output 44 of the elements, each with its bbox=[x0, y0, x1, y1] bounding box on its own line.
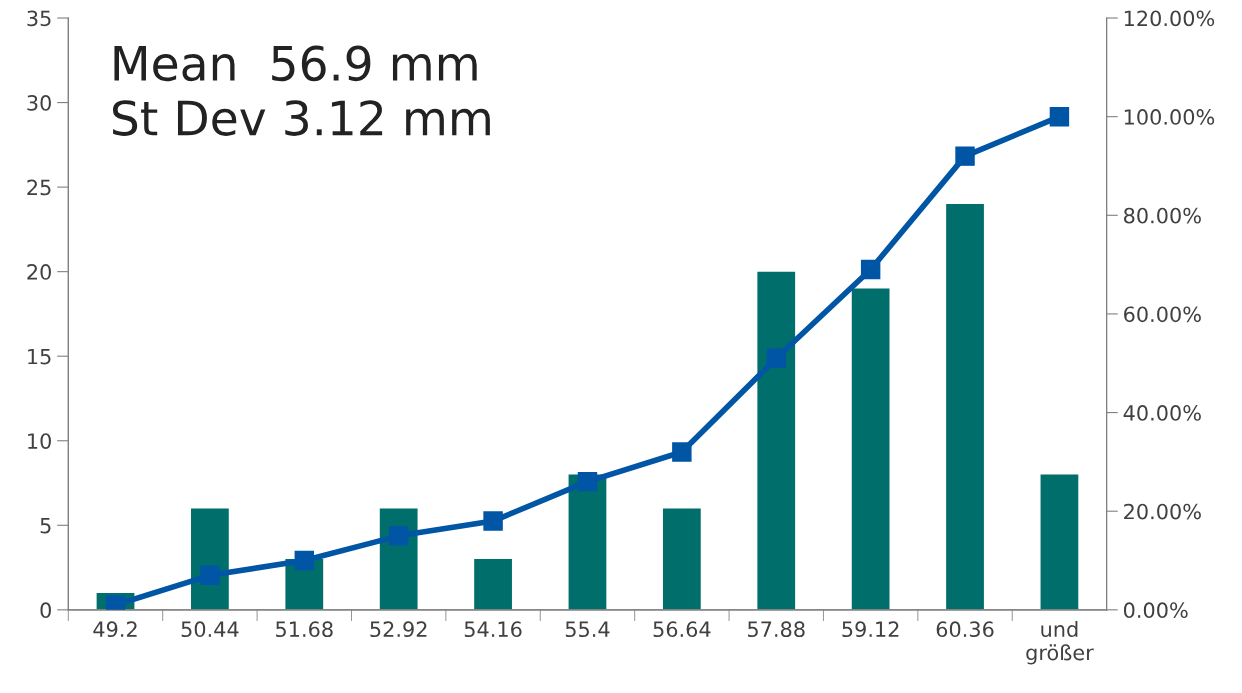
x-tick-label: 51.68 bbox=[276, 621, 333, 638]
annotation: Mean 56.9 mm bbox=[114, 45, 477, 82]
point bbox=[860, 259, 881, 280]
y-tick-label: 30 bbox=[27, 95, 51, 111]
bar bbox=[757, 271, 796, 610]
bar bbox=[662, 508, 701, 610]
x-tick-label: 55.4 bbox=[565, 621, 610, 638]
point bbox=[483, 511, 503, 531]
x-tick-label: 49.2 bbox=[93, 621, 137, 638]
x-tick-label: 50.44 bbox=[181, 621, 239, 638]
y-tick-label: 35 bbox=[27, 10, 51, 27]
x-tick-label: und größer bbox=[1026, 620, 1094, 665]
y2-tick-label: 100.00% bbox=[1124, 109, 1215, 125]
y-tick-label: 5 bbox=[40, 518, 51, 534]
point bbox=[1049, 106, 1070, 127]
y2-tick-label: 0.00% bbox=[1123, 602, 1188, 619]
point bbox=[200, 565, 220, 586]
annotation: St Dev 3.12 mm bbox=[112, 100, 490, 136]
y-tick-label: 20 bbox=[27, 264, 51, 280]
bar bbox=[1040, 474, 1079, 610]
y-tick-label: 10 bbox=[28, 433, 51, 449]
point bbox=[388, 526, 409, 546]
x-tick-label: 59.12 bbox=[842, 621, 899, 638]
point bbox=[294, 550, 315, 571]
x-tick-label: 60.36 bbox=[936, 621, 994, 638]
bar bbox=[946, 204, 984, 610]
bar bbox=[474, 559, 512, 610]
x-tick-label: 57.88 bbox=[748, 621, 805, 638]
y2-tick-label: 20.00% bbox=[1124, 503, 1201, 520]
y-tick-label: 0 bbox=[40, 602, 51, 619]
y2-tick-label: 40.00% bbox=[1123, 405, 1201, 421]
x-tick-label: 54.16 bbox=[464, 621, 522, 638]
point bbox=[577, 471, 598, 492]
x-tick-label: 52.92 bbox=[370, 621, 427, 638]
y2-tick-label: 60.00% bbox=[1124, 306, 1201, 323]
y2-tick-label: 80.00% bbox=[1124, 207, 1201, 224]
point bbox=[766, 348, 786, 369]
y2-tick-label: 120.00% bbox=[1124, 10, 1215, 27]
bar bbox=[851, 288, 890, 610]
y-tick-label: 25 bbox=[27, 179, 51, 196]
point bbox=[672, 442, 692, 462]
x-tick-label: 56.64 bbox=[653, 621, 711, 638]
point bbox=[955, 146, 975, 166]
y-tick-label: 15 bbox=[28, 348, 51, 365]
